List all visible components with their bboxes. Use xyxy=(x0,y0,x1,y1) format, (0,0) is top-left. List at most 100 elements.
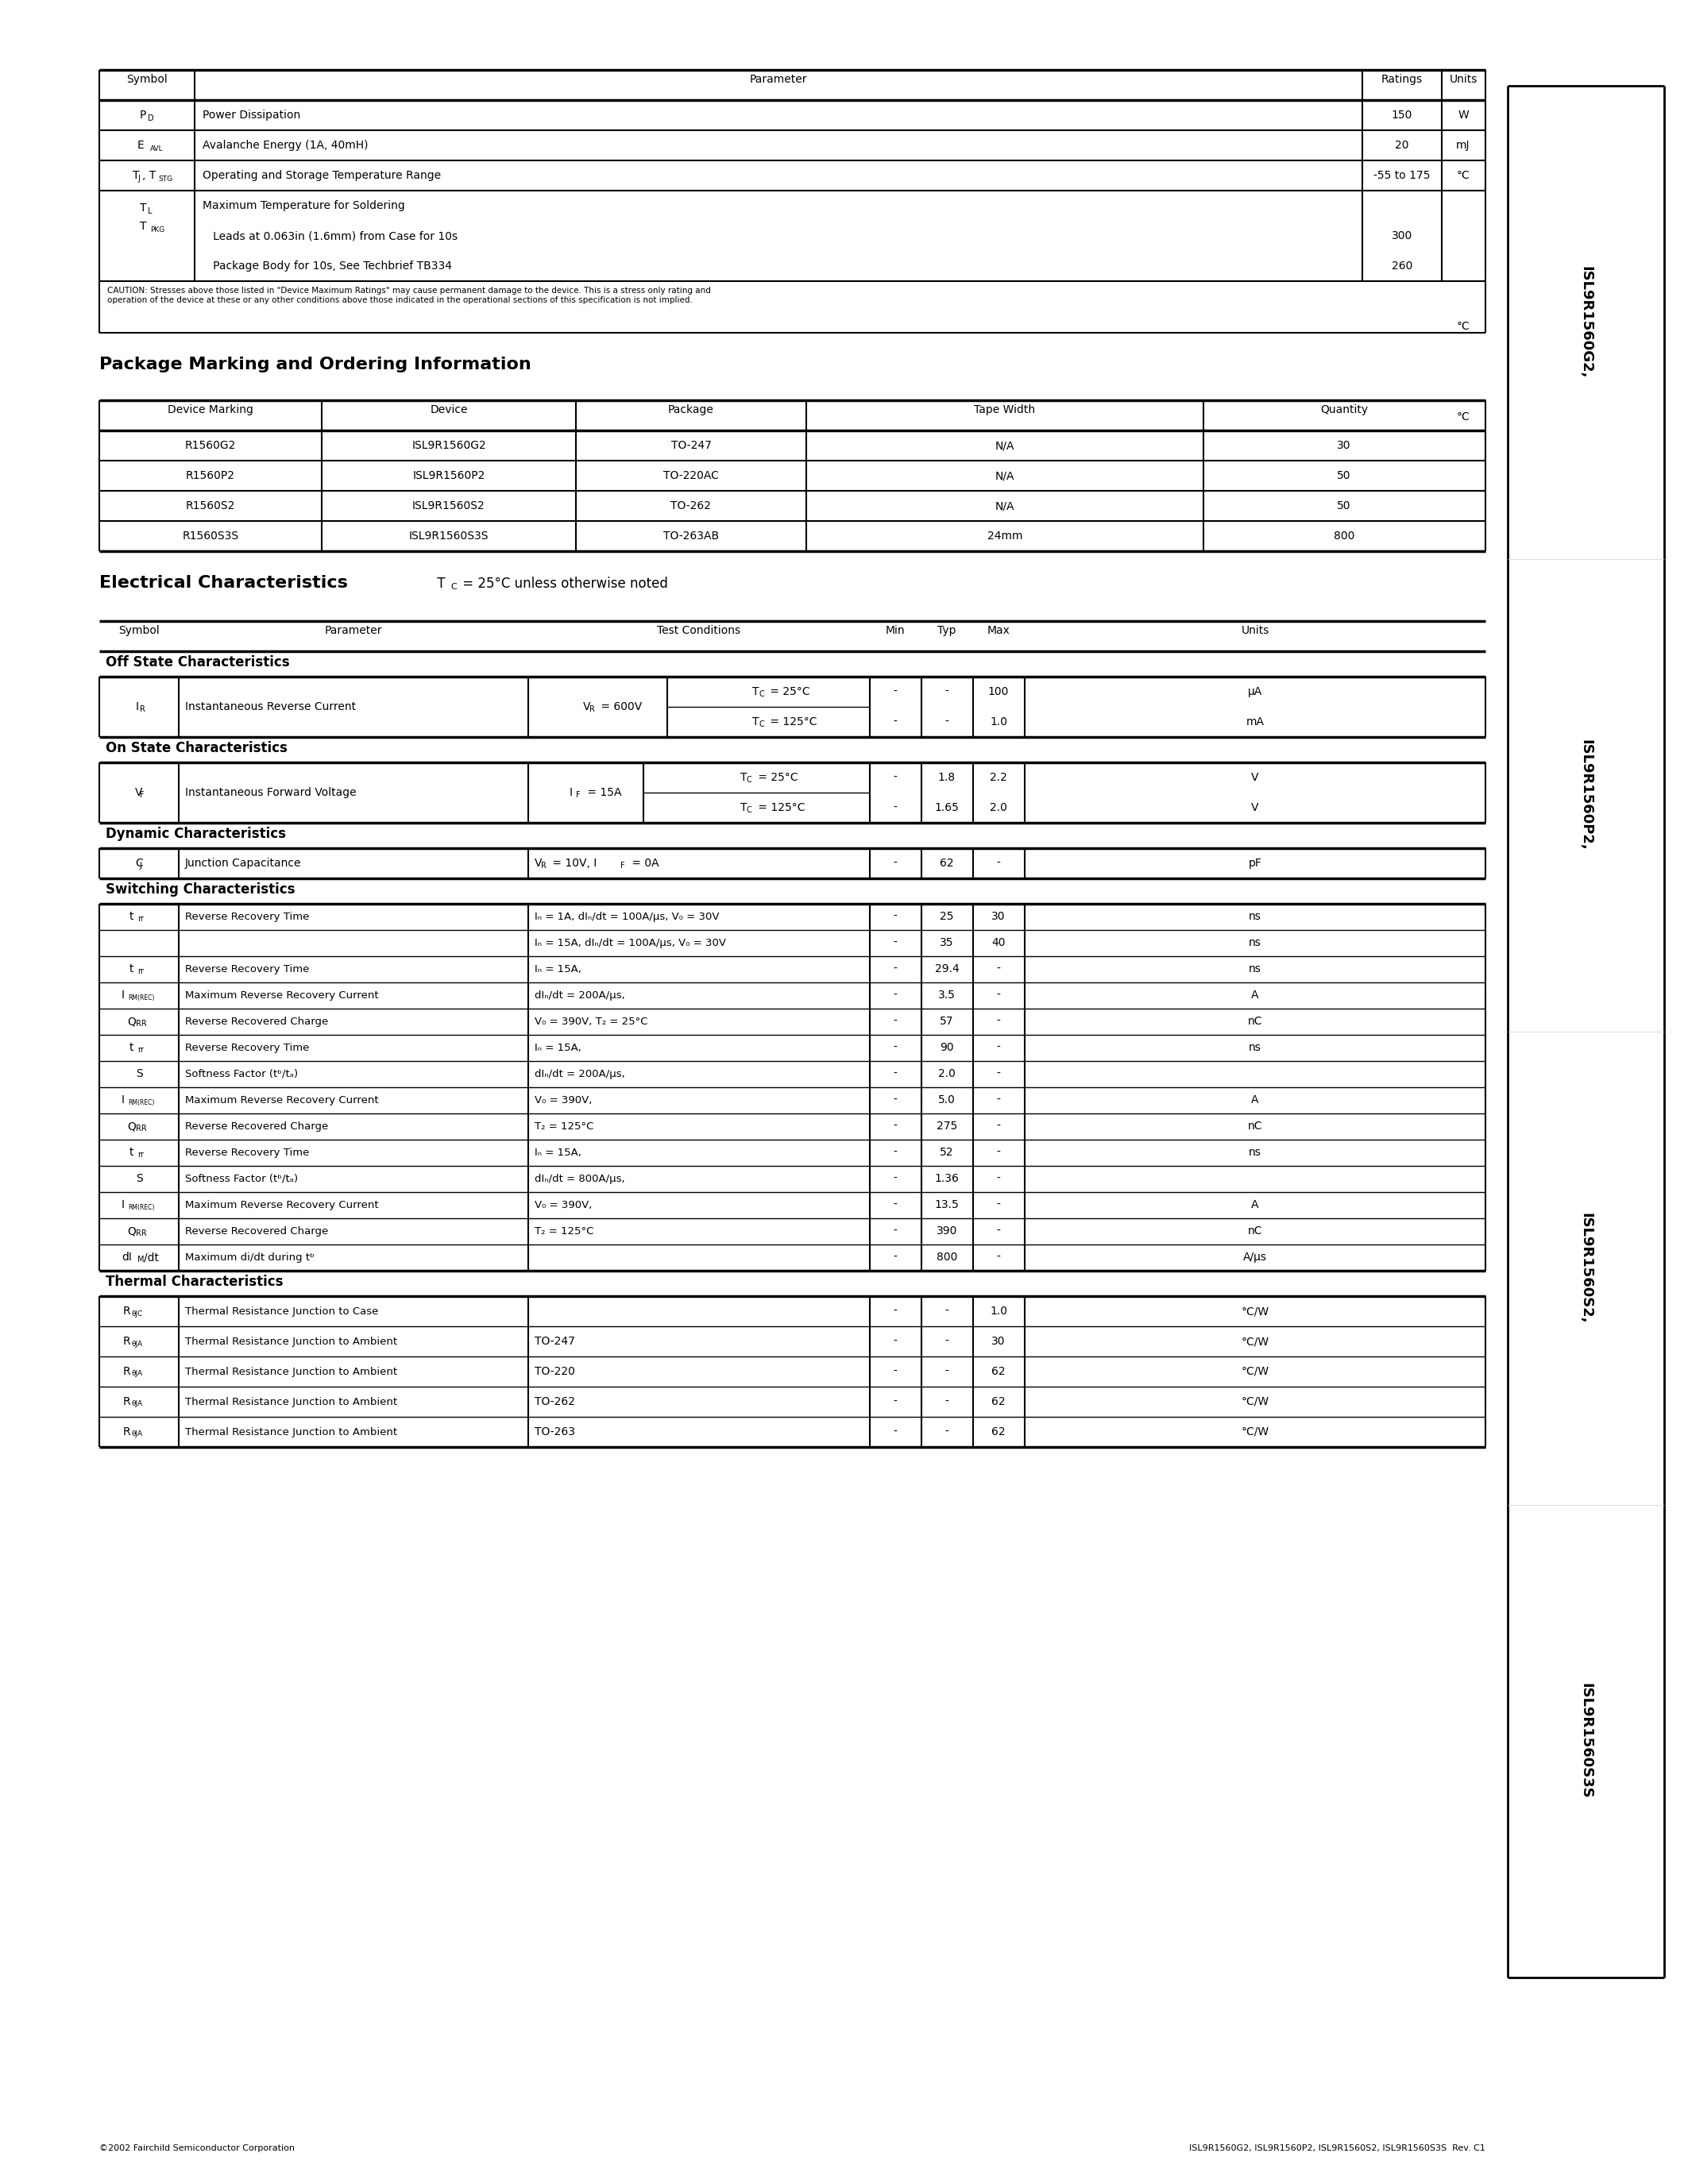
Text: A/μs: A/μs xyxy=(1242,1251,1268,1262)
Text: Ratings: Ratings xyxy=(1381,74,1423,85)
Text: R: R xyxy=(589,705,594,714)
Text: ns: ns xyxy=(1249,937,1261,948)
Text: V₀ = 390V, T₂ = 25°C: V₀ = 390V, T₂ = 25°C xyxy=(535,1016,648,1026)
Text: -: - xyxy=(996,1042,1001,1053)
Text: C: C xyxy=(746,775,753,784)
Text: 52: 52 xyxy=(940,1147,954,1158)
Text: ISL9R1560G2,: ISL9R1560G2, xyxy=(1578,266,1593,378)
Text: CAUTION: Stresses above those listed in "Device Maximum Ratings" may cause perma: CAUTION: Stresses above those listed in … xyxy=(108,286,711,304)
Text: dIₙ/dt = 200A/μs,: dIₙ/dt = 200A/μs, xyxy=(535,1068,625,1079)
Text: On State Characteristics: On State Characteristics xyxy=(106,740,287,756)
Text: nC: nC xyxy=(1247,1016,1263,1026)
Text: θJA: θJA xyxy=(132,1431,142,1437)
Text: V: V xyxy=(1251,771,1259,784)
Text: -: - xyxy=(893,1068,898,1079)
Text: R: R xyxy=(540,863,547,869)
Text: Test Conditions: Test Conditions xyxy=(657,625,741,636)
Text: Reverse Recovered Charge: Reverse Recovered Charge xyxy=(186,1016,327,1026)
Text: J: J xyxy=(140,863,142,869)
Text: P: P xyxy=(140,109,147,120)
Text: 5.0: 5.0 xyxy=(939,1094,955,1105)
Text: -: - xyxy=(893,1225,898,1236)
Text: -: - xyxy=(996,963,1001,974)
Text: Iₙ = 15A,: Iₙ = 15A, xyxy=(535,1042,581,1053)
Text: V₀ = 390V,: V₀ = 390V, xyxy=(535,1094,592,1105)
Text: 3.5: 3.5 xyxy=(939,989,955,1000)
Text: V: V xyxy=(582,701,591,712)
Text: PKG: PKG xyxy=(150,225,165,234)
Text: RR: RR xyxy=(135,1125,147,1133)
Text: rr: rr xyxy=(137,1151,143,1160)
Text: Maximum Reverse Recovery Current: Maximum Reverse Recovery Current xyxy=(186,1199,378,1210)
Text: -: - xyxy=(893,1365,898,1378)
Text: 1.8: 1.8 xyxy=(939,771,955,784)
Text: 1.65: 1.65 xyxy=(935,802,959,812)
Text: -: - xyxy=(893,802,898,812)
Text: = 600V: = 600V xyxy=(598,701,641,712)
Text: °C/W: °C/W xyxy=(1241,1337,1269,1348)
Text: -: - xyxy=(996,1147,1001,1158)
Text: I: I xyxy=(122,989,125,1000)
Text: RM(REC): RM(REC) xyxy=(128,1099,154,1105)
Text: Units: Units xyxy=(1241,625,1269,636)
Text: C: C xyxy=(758,690,765,699)
Text: θJA: θJA xyxy=(132,1369,142,1378)
Text: Electrical Characteristics: Electrical Characteristics xyxy=(100,574,348,592)
Text: Reverse Recovered Charge: Reverse Recovered Charge xyxy=(186,1120,327,1131)
Text: Switching Characteristics: Switching Characteristics xyxy=(106,882,295,898)
Text: D: D xyxy=(149,114,154,122)
Text: 1.0: 1.0 xyxy=(989,716,1008,727)
Text: ISL9R1560S2: ISL9R1560S2 xyxy=(412,500,484,511)
Text: 57: 57 xyxy=(940,1016,954,1026)
Text: Maximum di/dt during tᵇ: Maximum di/dt during tᵇ xyxy=(186,1251,314,1262)
Text: TO-247: TO-247 xyxy=(535,1337,576,1348)
Text: ISL9R1560S3S: ISL9R1560S3S xyxy=(1578,1684,1593,1800)
Text: = 10V, I: = 10V, I xyxy=(549,858,598,869)
Text: -: - xyxy=(996,1173,1001,1184)
Text: ns: ns xyxy=(1249,1042,1261,1053)
Text: T: T xyxy=(753,686,760,697)
Text: TO-263AB: TO-263AB xyxy=(663,531,719,542)
Text: °C/W: °C/W xyxy=(1241,1426,1269,1437)
Text: 25: 25 xyxy=(940,911,954,922)
Text: Avalanche Energy (1A, 40mH): Avalanche Energy (1A, 40mH) xyxy=(203,140,368,151)
Text: 1.0: 1.0 xyxy=(989,1306,1008,1317)
Text: Iₙ = 15A,: Iₙ = 15A, xyxy=(535,963,581,974)
Text: ISL9R1560S3S: ISL9R1560S3S xyxy=(408,531,490,542)
Text: -: - xyxy=(893,1094,898,1105)
Text: -: - xyxy=(893,1199,898,1210)
Text: Max: Max xyxy=(987,625,1009,636)
Text: Iₙ = 1A, dIₙ/dt = 100A/μs, V₀ = 30V: Iₙ = 1A, dIₙ/dt = 100A/μs, V₀ = 30V xyxy=(535,911,719,922)
Text: ISL9R1560G2, ISL9R1560P2, ISL9R1560S2, ISL9R1560S3S  Rev. C1: ISL9R1560G2, ISL9R1560P2, ISL9R1560S2, I… xyxy=(1190,2145,1485,2151)
Text: nC: nC xyxy=(1247,1120,1263,1131)
Text: 800: 800 xyxy=(1334,531,1354,542)
Text: I: I xyxy=(569,786,572,797)
Text: M: M xyxy=(137,1256,143,1265)
Text: θJA: θJA xyxy=(132,1341,142,1348)
Text: 2.0: 2.0 xyxy=(939,1068,955,1079)
Text: C: C xyxy=(746,806,753,815)
Text: RR: RR xyxy=(135,1020,147,1029)
Text: Q: Q xyxy=(127,1016,135,1026)
Text: Softness Factor (tᵇ/tₐ): Softness Factor (tᵇ/tₐ) xyxy=(186,1068,299,1079)
Text: TO-220: TO-220 xyxy=(535,1365,576,1378)
Text: Reverse Recovery Time: Reverse Recovery Time xyxy=(186,1147,309,1158)
Text: -: - xyxy=(893,989,898,1000)
Text: 30: 30 xyxy=(991,1337,1006,1348)
Text: Iₙ = 15A,: Iₙ = 15A, xyxy=(535,1147,581,1158)
Text: Operating and Storage Temperature Range: Operating and Storage Temperature Range xyxy=(203,170,441,181)
Text: Power Dissipation: Power Dissipation xyxy=(203,109,300,120)
Text: R: R xyxy=(123,1396,130,1406)
Text: AVL: AVL xyxy=(150,144,164,153)
Text: = 0A: = 0A xyxy=(628,858,658,869)
Text: E: E xyxy=(137,140,143,151)
Text: T: T xyxy=(741,771,748,784)
Text: -: - xyxy=(893,1173,898,1184)
Text: dI: dI xyxy=(122,1251,132,1262)
Text: -: - xyxy=(893,911,898,922)
Text: Symbol: Symbol xyxy=(127,74,167,85)
Text: mJ: mJ xyxy=(1457,140,1470,151)
Text: 30: 30 xyxy=(1337,439,1350,452)
Text: Package: Package xyxy=(668,404,714,415)
Text: -: - xyxy=(945,686,949,697)
